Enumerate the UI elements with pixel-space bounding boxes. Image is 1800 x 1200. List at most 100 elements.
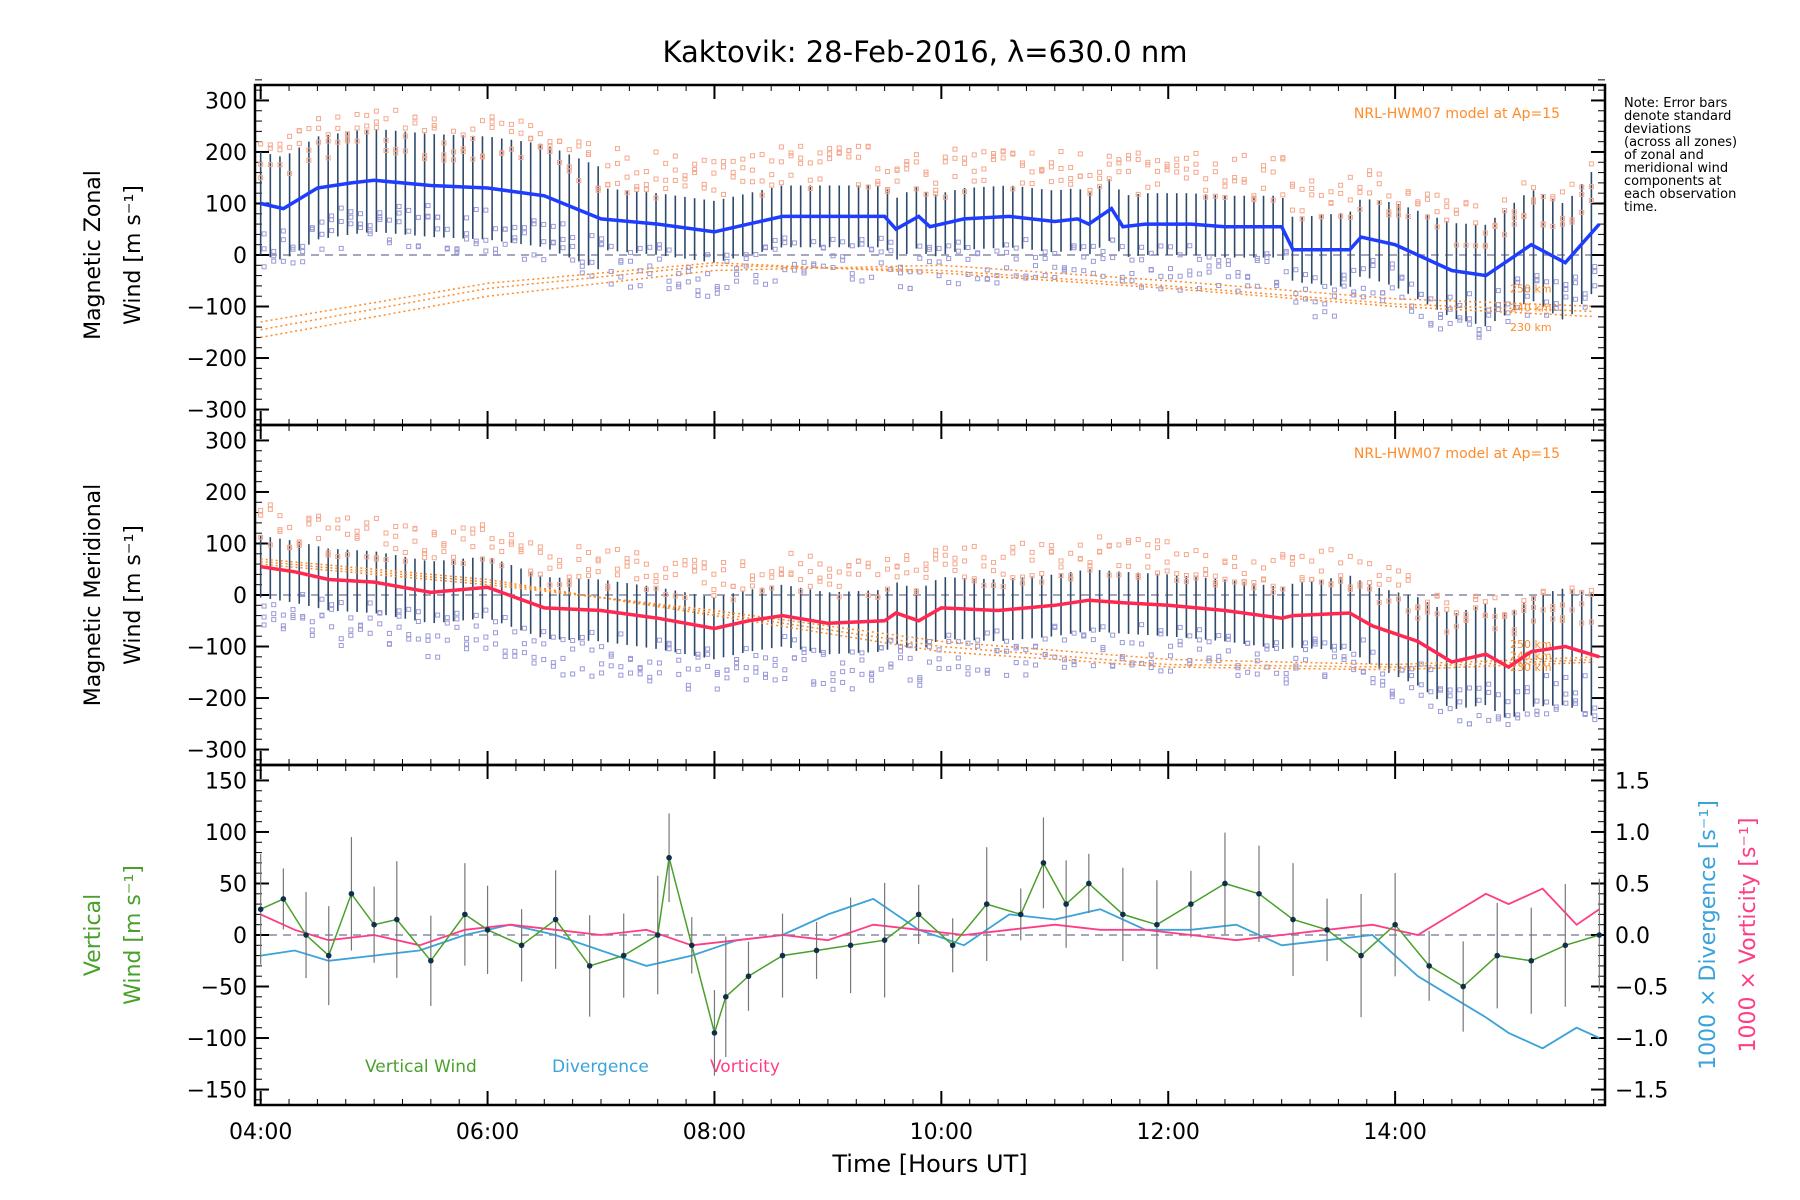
zone-point-west: [1283, 680, 1289, 686]
zone-point-west: [1139, 660, 1145, 666]
zone-point-west: [1544, 299, 1550, 305]
zone-point-east: [798, 155, 804, 161]
zone-point-west: [926, 639, 932, 645]
zone-point-east: [856, 182, 862, 188]
zone-point-west: [1466, 685, 1472, 691]
zone-point-east: [692, 161, 698, 167]
vertical-wind-point: [779, 952, 786, 959]
zone-point-west: [599, 242, 605, 248]
zone-point-west: [1196, 256, 1202, 262]
zone-point-east: [1087, 563, 1093, 569]
zone-point-east: [1386, 598, 1392, 604]
zone-point-east: [1174, 577, 1180, 583]
zone-point-east: [663, 566, 669, 572]
zone-point-east: [701, 185, 707, 191]
zone-point-west: [1553, 681, 1559, 687]
zone-point-west: [1447, 320, 1453, 326]
zone-point-east: [499, 539, 505, 545]
zone-point-east: [1444, 600, 1450, 606]
zone-point-east: [344, 531, 350, 537]
zone-point-east: [1338, 578, 1344, 584]
zone-point-west: [309, 632, 315, 638]
zone-point-east: [605, 163, 611, 169]
zone-point-east: [1135, 191, 1141, 197]
zone-point-east: [605, 181, 611, 187]
zone-point-west: [647, 244, 653, 250]
zone-point-west: [1389, 694, 1395, 700]
zone-point-east: [846, 563, 852, 569]
zone-point-west: [724, 284, 730, 290]
zone-point-east: [991, 559, 997, 565]
zone-point-east: [1531, 199, 1537, 205]
zone-point-east: [1019, 580, 1025, 586]
zone-point-west: [782, 634, 788, 640]
zone-point-east: [383, 137, 389, 143]
zone-point-west: [1428, 689, 1434, 695]
zone-point-west: [541, 257, 547, 263]
zone-point-east: [1174, 169, 1180, 175]
meridional-panel: Magnetic Meridional Wind [m s⁻¹] NRL-HWM…: [81, 419, 1607, 767]
zone-point-east: [277, 162, 283, 168]
zone-point-east: [1126, 563, 1132, 569]
zone-point-west: [599, 236, 605, 242]
zone-point-west: [1110, 663, 1116, 669]
zone-point-east: [1521, 607, 1527, 613]
zone-point-east: [1116, 157, 1122, 163]
zone-point-east: [836, 149, 842, 155]
zone-point-east: [1183, 175, 1189, 181]
zone-point-east: [1531, 618, 1537, 624]
zone-point-east: [470, 526, 476, 532]
zone-point-east: [1145, 564, 1151, 570]
vertical-wind-point: [711, 1030, 718, 1036]
zone-point-east: [1367, 168, 1373, 174]
zone-point-east: [460, 536, 466, 542]
zone-point-east: [1029, 169, 1035, 175]
zone-point-west: [531, 654, 537, 660]
zone-point-east: [778, 159, 784, 165]
zone-point-west: [415, 214, 421, 220]
zone-point-east: [913, 159, 919, 165]
zone-point-east: [258, 534, 264, 540]
zone-point-west: [1312, 314, 1318, 320]
zone-point-east: [634, 576, 640, 582]
y2-tick-label: 1.0: [1615, 821, 1650, 846]
zone-point-west: [1409, 685, 1415, 691]
zone-point-east: [354, 138, 360, 144]
zone-point-east: [634, 550, 640, 556]
zone-point-east: [653, 573, 659, 579]
y2-axis-label-vorticity: 1000 × Vorticity [s⁻¹]: [1736, 818, 1761, 1053]
zone-point-east: [711, 593, 717, 599]
zone-point-east: [856, 154, 862, 160]
zone-point-west: [1235, 672, 1241, 678]
y-tick-label: −100: [187, 1027, 247, 1052]
zone-point-west: [444, 620, 450, 626]
zone-point-east: [817, 575, 823, 581]
zone-point-east: [479, 526, 485, 532]
zone-point-west: [1399, 698, 1405, 704]
zone-point-east: [1270, 558, 1276, 564]
zone-point-east: [1550, 604, 1556, 610]
zone-point-west: [377, 214, 383, 220]
zone-point-west: [656, 660, 662, 666]
zone-point-west: [473, 623, 479, 629]
zone-point-east: [894, 574, 900, 580]
zone-point-east: [1116, 160, 1122, 166]
zone-point-west: [541, 641, 547, 647]
zone-point-east: [1376, 181, 1382, 187]
zone-point-east: [1251, 559, 1257, 565]
zone-point-east: [1434, 592, 1440, 598]
zone-point-east: [1145, 553, 1151, 559]
model-curve: [260, 560, 1594, 668]
vertical-wind-point: [1040, 860, 1047, 866]
zone-point-west: [705, 651, 711, 657]
y-tick-label: −150: [187, 1079, 247, 1104]
zone-point-west: [782, 667, 788, 673]
zone-point-west: [464, 635, 470, 641]
model-height-label: 240 km: [1510, 302, 1552, 315]
vertical-wind-point: [325, 952, 332, 959]
zone-point-west: [1466, 721, 1472, 727]
zone-point-west: [994, 648, 1000, 654]
zone-point-east: [1309, 558, 1315, 564]
zone-point-west: [637, 666, 643, 672]
zone-point-west: [955, 281, 961, 287]
